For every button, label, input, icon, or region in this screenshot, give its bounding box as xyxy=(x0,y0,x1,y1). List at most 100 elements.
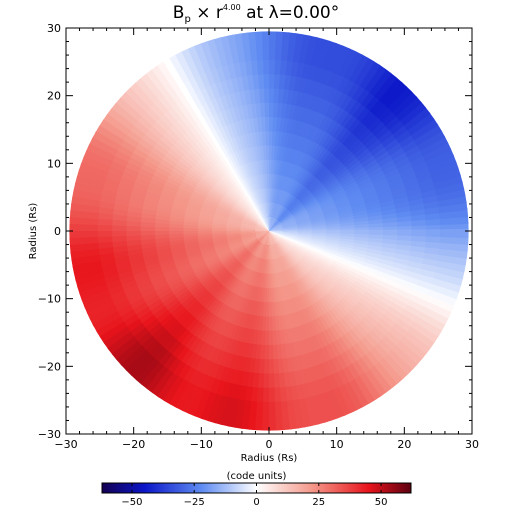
heatmap-cell xyxy=(196,268,211,280)
heatmap-cell xyxy=(338,299,353,314)
heatmap-cell xyxy=(317,114,330,131)
heatmap-cell xyxy=(253,189,261,205)
heatmap-cell xyxy=(150,174,167,186)
heatmap-cell xyxy=(105,107,123,124)
heatmap-cell xyxy=(280,213,294,224)
heatmap-cell xyxy=(326,327,339,343)
colorbar-tick-label: 25 xyxy=(312,497,325,508)
heatmap-cell xyxy=(311,334,323,351)
heatmap-cell xyxy=(259,231,269,243)
heatmap-cell xyxy=(305,200,319,210)
heatmap-cell xyxy=(124,162,141,175)
heatmap-cell xyxy=(232,120,242,137)
heatmap-cell xyxy=(167,340,183,356)
heatmap-cell xyxy=(248,300,255,316)
heatmap-cell xyxy=(350,199,366,208)
heatmap-cell xyxy=(136,279,153,291)
heatmap-cell xyxy=(306,250,321,260)
heatmap-cell xyxy=(361,186,377,197)
heatmap-cell xyxy=(398,133,415,148)
heatmap-cell xyxy=(284,194,295,208)
heatmap-cell xyxy=(278,257,286,272)
heatmap-cell xyxy=(269,220,280,231)
heatmap-disk xyxy=(69,31,469,431)
heatmap-cell xyxy=(244,194,254,208)
y-tick-label: −30 xyxy=(38,428,61,441)
heatmap-cell xyxy=(220,253,234,264)
heatmap-cell xyxy=(76,282,94,295)
heatmap-cell xyxy=(256,222,269,231)
heatmap-cell xyxy=(166,274,182,286)
heatmap-cell xyxy=(400,334,417,351)
heatmap-cell xyxy=(279,190,287,205)
heatmap-cell xyxy=(275,204,283,219)
heatmap-cell xyxy=(332,192,348,203)
heatmap-cell xyxy=(323,244,339,251)
heatmap-cell xyxy=(332,371,346,388)
heatmap-cell xyxy=(255,224,269,231)
heatmap-cell xyxy=(358,270,375,282)
heatmap-cell xyxy=(241,220,256,227)
heatmap-cell xyxy=(260,258,265,274)
heatmap-cell xyxy=(149,178,165,190)
heatmap-cell xyxy=(300,276,312,291)
heatmap-cell xyxy=(154,166,171,179)
heatmap-cell xyxy=(255,225,269,231)
heatmap-cell xyxy=(331,106,345,123)
heatmap-cell xyxy=(340,150,355,165)
heatmap-cell xyxy=(267,259,270,275)
heatmap-cell xyxy=(173,326,188,342)
heatmap-cell xyxy=(360,130,376,146)
heatmap-cell xyxy=(245,213,258,223)
heatmap-cell xyxy=(386,95,403,113)
heatmap-cell xyxy=(291,181,302,196)
heatmap-cell xyxy=(365,60,381,78)
heatmap-cell xyxy=(306,109,318,126)
heatmap-cell xyxy=(198,240,214,247)
heatmap-cell xyxy=(325,343,338,360)
heatmap-cell xyxy=(347,262,363,272)
heatmap-cell xyxy=(142,250,158,260)
heatmap-cell xyxy=(128,82,145,100)
heatmap-cell xyxy=(193,89,207,106)
heatmap-cell xyxy=(277,272,284,288)
heatmap-cell xyxy=(295,295,305,311)
heatmap-cell xyxy=(219,64,232,81)
heatmap-cell xyxy=(203,54,217,71)
heatmap-cell xyxy=(286,313,295,330)
heatmap-cell xyxy=(169,323,185,339)
heatmap-cell xyxy=(206,192,221,204)
heatmap-cell xyxy=(247,146,255,163)
heatmap-cell xyxy=(417,111,435,128)
heatmap-cell xyxy=(237,326,246,343)
heatmap-cell xyxy=(335,302,350,317)
heatmap-cell xyxy=(428,129,446,144)
heatmap-cell xyxy=(420,187,437,199)
heatmap-cell xyxy=(284,254,294,268)
heatmap-cell xyxy=(234,203,248,214)
heatmap-cell xyxy=(385,171,402,183)
heatmap-cell xyxy=(202,173,217,186)
heatmap-cell xyxy=(194,185,209,197)
heatmap-cell xyxy=(183,297,198,312)
heatmap-cell xyxy=(323,153,337,168)
heatmap-cell xyxy=(229,77,240,94)
heatmap-cell xyxy=(138,92,155,110)
heatmap-cell xyxy=(312,285,325,299)
heatmap-cell xyxy=(417,309,435,324)
heatmap-cell xyxy=(309,242,325,249)
heatmap-cell xyxy=(320,53,333,71)
heatmap-cell xyxy=(254,227,269,231)
heatmap-cell xyxy=(397,229,413,236)
heatmap-cell xyxy=(338,245,354,252)
heatmap-cell xyxy=(333,165,349,179)
heatmap-cell xyxy=(227,238,242,245)
heatmap-cell xyxy=(269,216,274,231)
heatmap-cell xyxy=(326,71,339,88)
heatmap-cell xyxy=(262,231,269,245)
heatmap-cell xyxy=(240,226,255,230)
heatmap-cell xyxy=(307,207,323,215)
heatmap-cell xyxy=(431,135,449,150)
heatmap-cell xyxy=(367,383,383,401)
heatmap-cell xyxy=(121,279,138,292)
